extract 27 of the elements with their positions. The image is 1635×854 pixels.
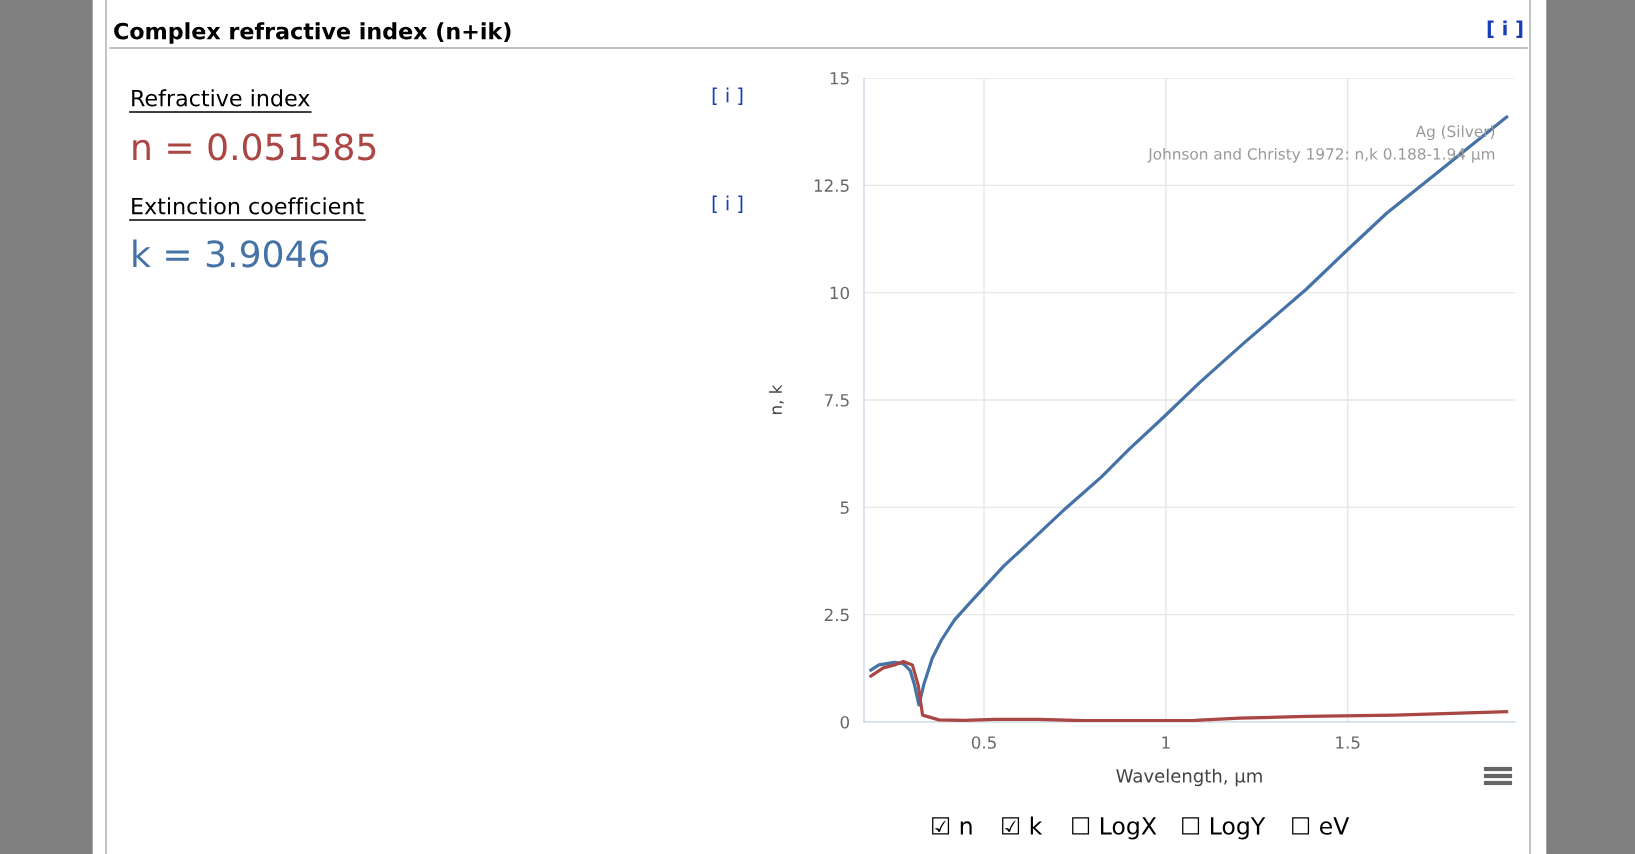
x-tick-label: 1.5	[1336, 736, 1360, 749]
text: Extinction coefficient	[132, 197, 364, 215]
y-tick-label: 0	[840, 715, 849, 729]
y-tick-label: 15	[830, 72, 849, 85]
text: ☐ LogX	[1072, 817, 1157, 840]
text: k = 3.9046	[133, 239, 329, 268]
text: [ i ]	[1487, 20, 1523, 38]
line-series	[869, 659, 1509, 722]
text: ☑ k	[1002, 816, 1043, 835]
text: n = 0.051585	[133, 133, 376, 161]
text: ☐ eV	[1292, 817, 1350, 835]
y-axis-title: n, k	[769, 384, 784, 414]
text: [ i ]	[712, 87, 743, 105]
x-axis-title: Wavelength, µm	[1116, 768, 1262, 787]
x-tick-label: 1	[1162, 736, 1170, 749]
y-tick-label: 5	[840, 501, 849, 514]
text: [ i ]	[712, 195, 743, 213]
text: ☑ n	[932, 817, 972, 835]
x-tick-label: 0.5	[971, 736, 996, 749]
text: ☐ LogY	[1182, 817, 1266, 840]
y-tick-label: 10	[830, 286, 849, 300]
y-tick-label: 2.5	[824, 608, 849, 622]
text: Complex refractive index (n+ik)	[114, 22, 511, 44]
line-series	[869, 115, 1509, 707]
text: Refractive index	[132, 89, 310, 107]
y-tick-label: 7.5	[824, 394, 849, 407]
y-tick-label: 12.5	[814, 179, 849, 192]
